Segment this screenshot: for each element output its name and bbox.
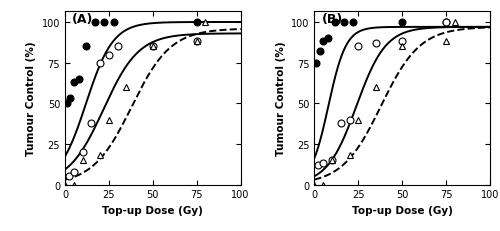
Y-axis label: Tumour Control (%): Tumour Control (%) (26, 41, 36, 155)
Text: (B): (B) (322, 13, 342, 26)
Y-axis label: Tumour Control (%): Tumour Control (%) (276, 41, 285, 155)
X-axis label: Top-up Dose (Gy): Top-up Dose (Gy) (102, 205, 203, 215)
X-axis label: Top-up Dose (Gy): Top-up Dose (Gy) (352, 205, 452, 215)
Text: (A): (A) (72, 13, 94, 26)
